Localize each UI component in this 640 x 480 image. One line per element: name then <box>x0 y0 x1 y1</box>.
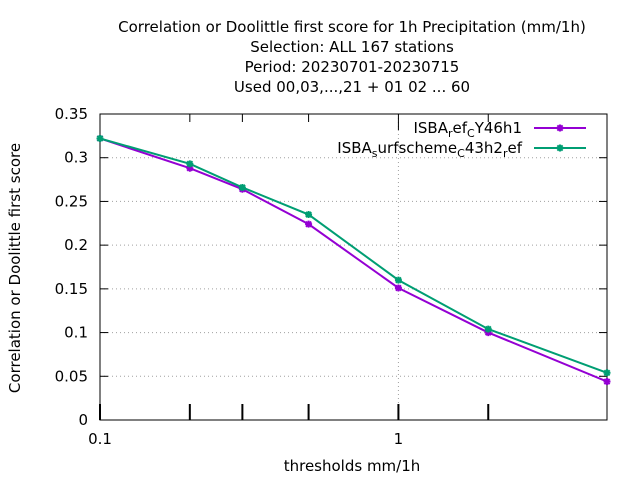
y-tick-label: 0.15 <box>55 280 88 298</box>
y-tick-label: 0.05 <box>55 367 88 385</box>
title-line: Used 00,03,...,21 + 01 02 ... 60 <box>234 78 470 96</box>
y-tick-label: 0.25 <box>55 192 88 210</box>
y-tick-label: 0 <box>78 411 88 429</box>
x-axis: 0.1 1 <box>88 114 490 448</box>
legend-marker-dot <box>557 145 563 151</box>
data-point-dot <box>239 184 245 191</box>
series-1 <box>96 134 611 386</box>
series-group <box>96 134 611 386</box>
plot-frame <box>99 113 608 421</box>
legend-label: ISBArefCY46h1 <box>413 119 522 140</box>
data-point-dot <box>305 221 312 227</box>
legend-label: ISBAsurfschemeC43h2ref <box>337 139 522 160</box>
data-point-dot <box>187 161 193 167</box>
title-line: Correlation or Doolittle first score for… <box>118 18 586 36</box>
data-point-dot <box>604 370 610 376</box>
data-point-dot <box>305 211 312 218</box>
title-line: Selection: ALL 167 stations <box>250 38 454 56</box>
legend-marker-dot <box>557 125 563 131</box>
y-tick-label: 0.35 <box>55 105 88 123</box>
data-point-dot <box>604 378 610 385</box>
data-point-dot <box>395 285 402 291</box>
chart-title-block: Correlation or Doolittle first score for… <box>118 18 586 96</box>
y-tick-label: 0.1 <box>64 324 88 342</box>
data-point-dot <box>485 326 491 332</box>
x-tick-label: 1 <box>394 430 404 448</box>
y-axis-label: Correlation or Doolittle first score <box>6 143 24 393</box>
y-tick-label: 0.3 <box>64 149 88 167</box>
data-point-dot <box>395 277 402 283</box>
data-point-dot <box>97 135 103 142</box>
x-axis-label: thresholds mm/1h <box>284 457 421 475</box>
grid-lines <box>100 114 607 420</box>
plot-border <box>99 113 608 421</box>
data-point-dot <box>187 165 193 171</box>
x-tick-label: 0.1 <box>88 430 112 448</box>
series-2 <box>96 134 611 377</box>
y-axis: 0 0.05 0.1 0.15 0.2 0.25 0.3 0.35 <box>55 105 607 429</box>
y-tick-label: 0.2 <box>64 236 88 254</box>
title-line: Period: 20230701-20230715 <box>245 58 460 76</box>
